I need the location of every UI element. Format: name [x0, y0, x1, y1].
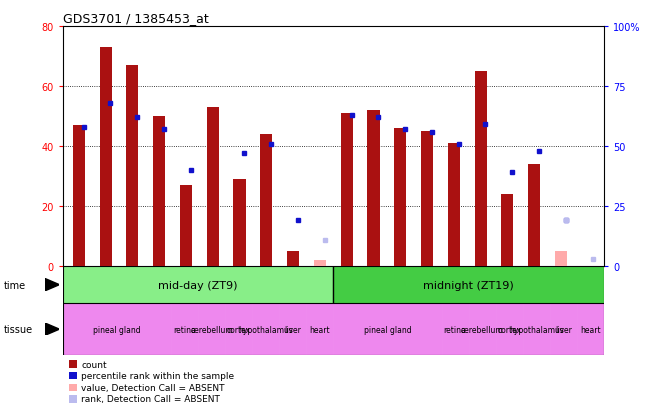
- Bar: [306, 304, 333, 355]
- Bar: [234, 180, 246, 266]
- Bar: [469, 304, 496, 355]
- Text: cortex: cortex: [226, 325, 251, 334]
- Bar: [442, 304, 469, 355]
- Bar: [502, 195, 513, 266]
- Text: liver: liver: [284, 325, 301, 334]
- Polygon shape: [45, 323, 59, 335]
- Text: liver: liver: [555, 325, 572, 334]
- Text: pineal gland: pineal gland: [364, 325, 411, 334]
- Bar: [528, 165, 541, 266]
- Text: tissue: tissue: [3, 324, 32, 335]
- Bar: [333, 266, 604, 304]
- Bar: [496, 304, 523, 355]
- Text: rank, Detection Call = ABSENT: rank, Detection Call = ABSENT: [81, 394, 220, 404]
- Bar: [368, 111, 380, 266]
- Text: heart: heart: [580, 325, 601, 334]
- Bar: [314, 261, 326, 266]
- Bar: [341, 114, 352, 266]
- Text: count: count: [81, 360, 107, 369]
- Text: cortex: cortex: [497, 325, 521, 334]
- Text: cerebellum: cerebellum: [461, 325, 504, 334]
- Bar: [207, 108, 218, 266]
- Text: retina: retina: [444, 325, 467, 334]
- Bar: [260, 135, 273, 266]
- Bar: [153, 116, 165, 266]
- Bar: [100, 48, 112, 266]
- Text: midnight (ZT19): midnight (ZT19): [423, 280, 514, 290]
- Text: pineal gland: pineal gland: [93, 325, 141, 334]
- Bar: [333, 304, 442, 355]
- Bar: [63, 304, 171, 355]
- Bar: [523, 304, 550, 355]
- Text: percentile rank within the sample: percentile rank within the sample: [81, 371, 234, 380]
- Text: heart: heart: [310, 325, 330, 334]
- Text: retina: retina: [173, 325, 196, 334]
- Bar: [577, 304, 604, 355]
- Bar: [448, 144, 460, 266]
- Bar: [180, 185, 192, 266]
- Bar: [126, 66, 139, 266]
- Text: cerebellum: cerebellum: [190, 325, 233, 334]
- Bar: [225, 304, 252, 355]
- Text: value, Detection Call = ABSENT: value, Detection Call = ABSENT: [81, 383, 224, 392]
- Bar: [73, 126, 84, 266]
- Bar: [171, 304, 198, 355]
- Bar: [279, 304, 306, 355]
- Bar: [63, 266, 333, 304]
- Bar: [550, 304, 577, 355]
- Text: time: time: [3, 280, 26, 290]
- Text: hypothalamus: hypothalamus: [238, 325, 293, 334]
- Bar: [198, 304, 225, 355]
- Text: hypothalamus: hypothalamus: [509, 325, 564, 334]
- Bar: [287, 252, 299, 266]
- Bar: [394, 128, 407, 266]
- Text: mid-day (ZT9): mid-day (ZT9): [158, 280, 238, 290]
- Bar: [421, 132, 433, 266]
- Bar: [252, 304, 279, 355]
- Bar: [475, 72, 486, 266]
- Polygon shape: [45, 279, 59, 291]
- Text: GDS3701 / 1385453_at: GDS3701 / 1385453_at: [63, 12, 209, 25]
- Bar: [555, 252, 567, 266]
